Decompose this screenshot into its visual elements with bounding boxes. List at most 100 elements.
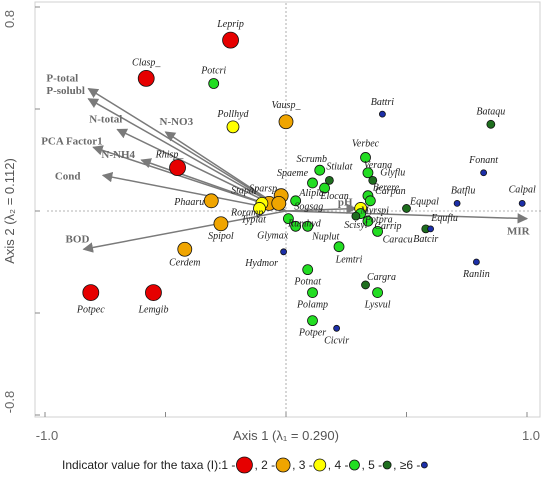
taxon-stapal-label: Stapal (231, 185, 257, 196)
taxon-hydmor-label: Hydmor (244, 258, 278, 269)
taxon-alipla-point (290, 195, 302, 207)
taxon-stiulat-label: Stiulat (326, 161, 352, 172)
taxon-polamp-point (307, 287, 318, 299)
taxon-lysvul-point (372, 287, 383, 299)
taxon-typlat-label: Typlat (241, 214, 266, 225)
legend-text: , ≥6 - (393, 458, 420, 472)
taxon-typlat-point (253, 202, 266, 215)
taxon-vausp-label: Vausp_ (272, 100, 302, 111)
y-tick-label: 0.8 (2, 10, 17, 28)
taxon-equflu-label: Equflu (430, 213, 458, 224)
taxon-phaaru-point (203, 193, 219, 209)
taxon-pollhyd-point (226, 120, 240, 134)
taxon-fonant-label: Fonant (468, 155, 498, 166)
vector-ph-arrow (285, 203, 357, 215)
vector-p-solubl-label: P-solubl (46, 85, 85, 97)
x-tick-label: -1.0 (36, 428, 58, 443)
taxon-carpan-label: Carpan (375, 186, 406, 197)
taxon-potper-label: Potper (298, 328, 326, 339)
vector-bod-arrow (82, 210, 287, 253)
vector-pca-factor1-label: PCA Factor1 (41, 135, 102, 147)
taxon-glymax-point (290, 220, 302, 232)
taxon-scisyl-point (351, 211, 361, 221)
taxon-glyflu-point (368, 175, 378, 185)
taxon-sparsp-label: Sparsp (249, 184, 277, 195)
x-tick-label: 1.0 (522, 428, 540, 443)
taxon-carrip-point (362, 215, 374, 227)
taxon-lysvul-label: Lysvul (364, 300, 391, 311)
taxon-verbec-point (360, 152, 371, 163)
taxon-cerdem-point (177, 241, 193, 257)
taxon-phaaru-label: Phaaru (173, 197, 204, 208)
taxon-spipol-point (213, 216, 229, 232)
taxon-rhisp-point (169, 159, 186, 177)
taxon-equflu-point (427, 225, 435, 233)
taxon-ranlin-point (472, 258, 480, 266)
taxon-rumhyd-point (283, 213, 294, 225)
plot-area-frame (34, 1, 541, 418)
legend-text: Indicator value for the taxa (I): (62, 458, 221, 472)
taxon-leprip-point (222, 31, 239, 49)
taxon-lemgib-point (145, 284, 162, 302)
legend-text: , 5 - (361, 458, 382, 472)
taxon-rhisp-label: Rhisp_ (155, 150, 185, 161)
taxon-batcir-label: Batcir (413, 234, 438, 245)
legend-text: , 2 - (254, 458, 275, 472)
vector-n-total-arrow (116, 128, 287, 212)
taxon-cicvir-point (333, 324, 341, 332)
taxon-sogsag-label: Sogsag (294, 201, 323, 212)
taxon-scrumb-point (314, 164, 326, 176)
taxa-points (82, 31, 526, 332)
taxon-lemtri-label: Lemtri (335, 255, 363, 266)
taxon-spipol-label: Spipol (208, 231, 234, 242)
taxon-elocan-point (319, 182, 330, 194)
taxon-polamp-label: Polamp (296, 300, 328, 311)
taxon-potcri-point (208, 78, 220, 89)
y-tick-label: -0.8 (2, 391, 17, 413)
taxon-scisyl-label: Scisyl (344, 220, 368, 231)
legend-class-3-marker (313, 458, 327, 472)
legend-class-6-marker (420, 461, 428, 469)
taxon-spaeme-label: Spaeme (277, 168, 309, 179)
legend-text: , 4 - (328, 458, 349, 472)
vector-bod-label: BOD (66, 233, 90, 245)
taxon-potpec-point (82, 284, 100, 302)
vector-p-total-arrow (87, 87, 287, 212)
taxon-fonant-point (480, 169, 488, 177)
taxon-equpal-label: Equpal (409, 196, 439, 207)
legend-text: , 3 - (292, 458, 313, 472)
taxon-potper-point (307, 315, 318, 327)
taxon-vausp-point (278, 114, 294, 130)
taxon-glymax-label: Glymax (257, 230, 289, 241)
taxon-clasp-label: Clasp_ (132, 57, 161, 68)
taxon-glyflu-label: Glyflu (380, 167, 405, 178)
vector-mir-arrow (285, 210, 529, 224)
taxon-myrspi-label: Myrspi (360, 205, 390, 216)
vector-mir-label: MIR (507, 226, 531, 238)
taxon-cargra-point (361, 280, 370, 290)
taxon-battri-point (378, 110, 386, 118)
y-axis-title: Axis 2 (λ₂ = 0.112) (2, 158, 17, 264)
legend-class-1-marker (236, 456, 253, 474)
taxon-caracu-label: Caracu (383, 234, 413, 245)
vector-n-total-label: N-total (89, 113, 122, 125)
taxon-potpra-label: Potpra (364, 215, 393, 226)
taxon-bataqu-label: Bataqu (476, 106, 505, 117)
taxon-potcri-label: Potcri (200, 66, 226, 77)
taxon-lemgib-label: Lemgib (137, 305, 168, 316)
taxon-elocan-label: Elocan (319, 191, 348, 202)
taxon-potnat-label: Potnat (293, 277, 321, 288)
taxon-cicvir-label: Cicvir (324, 335, 349, 346)
vector-n-nh4-label: N-NH4 (101, 149, 135, 161)
legend-class-5-marker (382, 460, 392, 470)
taxon-lemtri-point (333, 241, 345, 253)
taxon-carrip-label: Carrip (374, 221, 401, 232)
taxon-verana-point (362, 167, 374, 179)
taxon-calpal-point (518, 199, 526, 207)
taxon-leprip-label: Leprip (216, 19, 244, 30)
taxon-battri-label: Battri (371, 97, 395, 108)
legend: Indicator value for the taxa (I): 1 - , … (62, 456, 428, 474)
taxon-calpal-label: Calpal (509, 184, 536, 195)
taxon-ranlin-label: Ranlin (462, 269, 490, 280)
taxon-alipla-label: Alipla (298, 188, 323, 199)
